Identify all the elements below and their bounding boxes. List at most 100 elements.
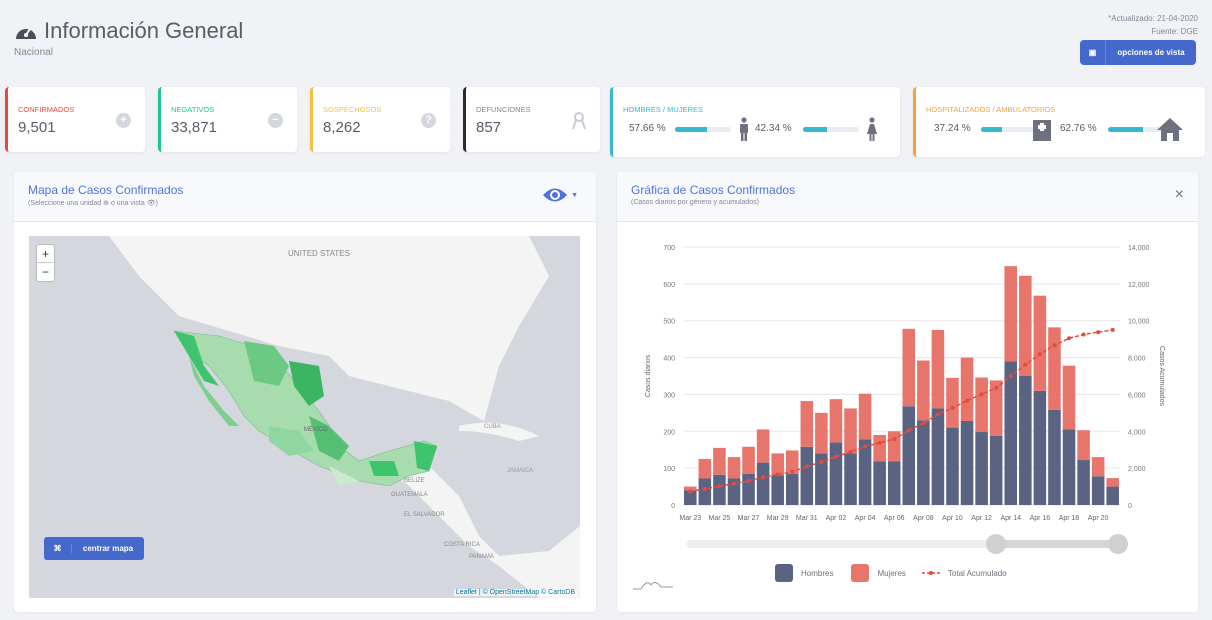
legend-label-hombres[interactable]: Hombres — [801, 568, 834, 578]
map-label-jamaica: JAMAICA — [507, 468, 533, 474]
card-value: 9,501 — [18, 119, 56, 136]
x-tick-label: Apr 08 — [913, 515, 934, 522]
range-slider[interactable] — [686, 534, 1128, 554]
y2-tick-label: 10,000 — [1128, 319, 1150, 326]
card-defunciones: DEFUNCIONES 857 — [463, 87, 600, 152]
card-confirmados: CONFIRMADOS 9,501 + — [5, 87, 145, 152]
bar-hombres — [917, 420, 930, 505]
view-options-button[interactable]: ▣ opciones de vista — [1080, 40, 1196, 65]
card-value: 857 — [476, 119, 502, 136]
point-total-acumulado — [717, 484, 722, 489]
chart-panel-subtitle: (Casos diarios por género y acumulados) — [631, 199, 760, 206]
x-tick-label: Apr 02 — [826, 515, 847, 522]
point-total-acumulado — [819, 460, 824, 465]
map[interactable]: UNITED STATES MÉXICO CUBA JAMAICA BELIZE… — [29, 236, 580, 598]
view-options-label: opciones de vista — [1117, 48, 1185, 57]
card-value: 8,262 — [323, 119, 361, 136]
legend-label-mujeres[interactable]: Mujeres — [877, 568, 906, 578]
bar-mujeres — [873, 434, 886, 462]
bar-hombres — [902, 406, 916, 505]
bar-mujeres — [975, 377, 988, 433]
card-hospitalizados-ambulatorios: HOSPITALIZADOS / AMBULATORIOS 37.24 % 62… — [913, 87, 1205, 157]
bar-hombres — [771, 475, 784, 505]
bar-hombres — [1004, 361, 1018, 505]
bar-mujeres — [800, 401, 814, 447]
bar-mujeres — [1091, 457, 1105, 477]
x-tick-label: Apr 04 — [855, 515, 876, 522]
hospitalized-progress — [981, 127, 1037, 132]
bar-hombres — [756, 462, 770, 505]
zoom-in-button[interactable]: + — [37, 245, 54, 263]
point-total-acumulado — [921, 421, 926, 426]
map-label-belize: BELIZE — [404, 478, 425, 484]
title-text: Información General — [44, 18, 244, 43]
bar-mujeres — [946, 377, 959, 428]
card-negativos: NEGATIVOS 33,871 − — [158, 87, 297, 152]
close-icon[interactable]: × — [1174, 186, 1184, 203]
bar-mujeres — [684, 486, 697, 491]
center-map-button[interactable]: ⌘ centrar mapa — [44, 537, 144, 560]
source: Fuente: DGE — [1151, 27, 1198, 36]
point-total-acumulado — [790, 469, 795, 474]
men-percent: 57.66 % — [629, 123, 666, 134]
updated-date: *Actualizado: 21-04-2020 — [1108, 14, 1198, 23]
card-label: CONFIRMADOS — [18, 105, 75, 114]
home-icon — [1157, 118, 1183, 141]
map-label-guatemala: GUATEMALA — [391, 492, 428, 498]
caret-down-icon: ▼ — [571, 191, 578, 199]
bar-hombres — [1077, 460, 1090, 505]
ambulatory-percent: 62.76 % — [1060, 123, 1097, 134]
map-canvas: UNITED STATES MÉXICO CUBA JAMAICA BELIZE… — [109, 236, 580, 598]
osm-link[interactable]: | © OpenStreetMap © CartoDB — [476, 589, 575, 596]
x-tick-label: Mar 29 — [767, 515, 789, 522]
point-total-acumulado — [1037, 352, 1042, 357]
x-tick-label: Apr 16 — [1030, 515, 1051, 522]
point-total-acumulado — [775, 472, 780, 477]
leaflet-link[interactable]: Leaflet — [455, 589, 477, 596]
update-info: *Actualizado: 21-04-2020 Fuente: DGE — [1108, 12, 1198, 38]
bar-mujeres — [844, 408, 857, 454]
chart-panel-header: Gráfica de Casos Confirmados (Casos diar… — [617, 172, 1198, 222]
page-subtitle: Nacional — [14, 47, 53, 58]
bar-mujeres — [931, 329, 945, 409]
zoom-out-button[interactable]: − — [41, 265, 49, 279]
y2-tick-label: 14,000 — [1128, 245, 1150, 252]
legend-swatch-acumulado — [921, 571, 940, 575]
card-hombres-mujeres: HOMBRES / MUJERES 57.66 % 42.34 % — [610, 87, 900, 157]
women-progress — [803, 127, 859, 132]
bar-hombres — [1019, 376, 1032, 505]
point-total-acumulado — [1067, 336, 1072, 341]
y-axis-label: Casos diarios — [645, 354, 652, 397]
legend-label-acumulado[interactable]: Total Acumulado — [947, 568, 1007, 578]
point-total-acumulado — [804, 464, 809, 469]
y-tick-label: 600 — [663, 282, 675, 289]
women-percent: 42.34 % — [755, 123, 792, 134]
female-icon — [867, 117, 877, 141]
point-total-acumulado — [1052, 343, 1057, 348]
bar-mujeres — [902, 328, 916, 407]
slider-handle-end[interactable] — [1108, 534, 1128, 554]
view-dropdown[interactable]: ▼ — [542, 186, 578, 204]
bar-mujeres — [1033, 295, 1047, 391]
bar-hombres — [1048, 409, 1061, 505]
bar-hombres — [1062, 429, 1076, 505]
point-total-acumulado — [1008, 374, 1013, 379]
bar-mujeres — [756, 429, 770, 463]
daily-cases-chart: 0 0 100 2,000 200 4,000 300 6,000 400 8,000 500 10,… — [645, 245, 1165, 522]
chart-panel-title: Gráfica de Casos Confirmados — [631, 183, 796, 197]
bar-mujeres — [1062, 365, 1076, 430]
bar-hombres — [800, 446, 814, 505]
x-tick-label: Mar 31 — [796, 515, 818, 522]
map-label-us: UNITED STATES — [288, 249, 350, 258]
map-panel-subtitle: (Seleccione una unidad ⊕ o una vista 👁) — [28, 200, 158, 207]
card-label: SOSPECHOSOS — [323, 105, 382, 114]
map-label-costa-rica: COSTA RICA — [444, 542, 480, 548]
bar-hombres — [858, 439, 872, 505]
bar-mujeres — [1019, 275, 1032, 376]
slider-handle-start[interactable] — [986, 534, 1006, 554]
sparkline-icon — [633, 581, 673, 590]
men-progress — [675, 127, 731, 132]
bar-hombres — [742, 473, 755, 505]
card-value: 33,871 — [171, 119, 217, 136]
bar-hombres — [975, 432, 988, 505]
